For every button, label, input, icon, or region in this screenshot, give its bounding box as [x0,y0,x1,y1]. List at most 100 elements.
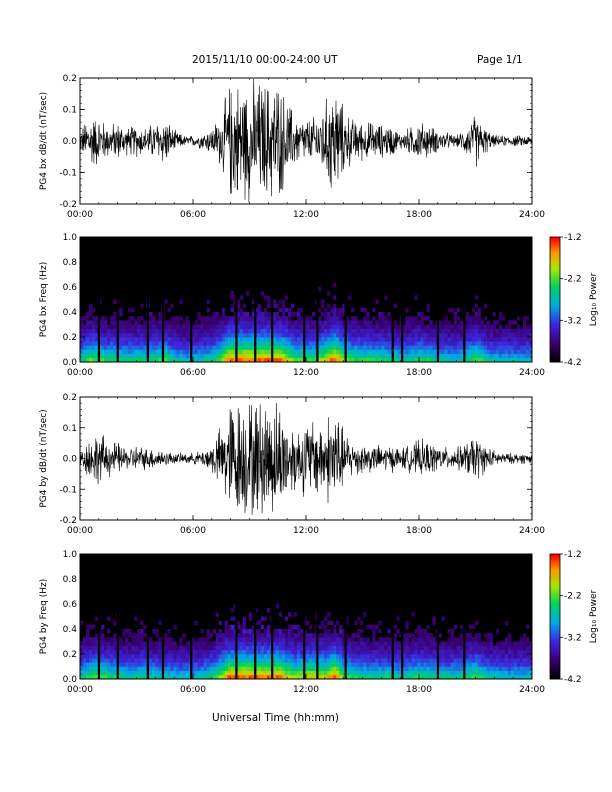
spectrogram-cell [366,641,370,646]
x-tick-label: 06:00 [180,368,206,378]
spectrogram-cell [441,666,445,671]
spectrogram-cell [396,357,400,363]
spectrogram-cell [459,624,463,630]
spectrogram-cell [185,641,189,646]
spectrogram-cell [477,312,482,317]
spectrogram-cell [474,341,479,346]
spectrogram-cell [152,645,156,651]
spectrogram-cell [309,328,313,334]
spectrogram-cell [254,649,259,655]
spectrogram-cell [324,616,328,621]
spectrogram-cell [152,674,156,680]
spectrogram-cell [423,337,427,342]
spectrogram-cell [173,349,177,354]
spectrogram-cell [242,357,247,363]
spectrogram-cell [107,324,111,329]
spectrogram-cell [468,633,473,638]
spectrogram-cell [131,637,135,642]
spectrogram-cell [134,662,138,667]
spectrogram-cell [321,658,325,663]
spectrogram-cell [318,649,322,655]
spectrogram-cell [215,674,219,680]
spectrogram-cell [528,654,533,659]
spectrogram-cell [128,633,132,638]
spectrogram-cell [110,316,114,321]
spectrogram-cell [375,645,379,651]
spectrogram-cell [212,641,216,646]
spectrogram-cell [357,341,361,346]
spectrogram-cell [206,654,210,659]
spectrogram-cell [384,345,388,350]
spectrogram-cell [86,666,90,671]
spectrogram-cell [251,629,256,634]
spectrogram-cell [119,662,123,667]
spectrogram-cell [227,649,231,655]
spectrogram-cell [420,654,424,659]
spectrogram-cell [519,662,524,667]
spectrogram-cell [525,345,530,350]
spectrogram-cell [408,324,412,329]
spectrogram-cell [185,674,189,680]
spectrogram-cell [185,328,189,334]
spectrogram-cell [465,637,470,642]
spectrogram-cell [312,674,316,680]
spectrogram-cell [257,662,262,667]
spectrogram-cell [393,337,397,342]
spectrogram-cell [155,670,159,676]
spectrogram-cell [381,645,385,651]
spectrogram-cell [257,641,262,646]
spectrogram-cell [459,357,463,363]
spectrogram-cell [194,654,198,659]
spectrogram-cell [170,328,174,334]
spectrogram-cell [119,670,123,676]
spectrogram-cell [441,645,445,651]
spectrogram-cell [318,654,322,659]
spectrogram-cell [375,337,379,342]
spectrogram-cell [110,357,114,363]
spectrogram-cell [140,654,144,659]
spectrogram-cell [318,633,322,638]
spectrogram-cell [245,629,250,634]
spectrogram-cell [414,295,418,300]
spectrogram-cell [86,629,90,634]
spectrogram-cell [206,629,210,634]
spectrogram-cell [140,324,144,329]
spectrogram-cell [354,654,358,659]
spectrogram-cell [492,658,497,663]
spectrogram-cell [155,662,159,667]
spectrogram-cell [321,332,325,338]
spectrogram-cell [372,345,376,350]
spectrogram-cell [194,332,198,338]
spectrogram-cell [417,312,421,317]
spectrogram-cell [224,624,228,630]
spectrogram-cell [86,633,90,638]
colorbar-band [550,572,560,576]
spectrogram-cell [369,662,373,667]
spectrogram-cell [378,620,382,626]
spectrogram-cell [197,641,201,646]
colorbar-band [550,268,560,271]
spectrogram-cell [366,658,370,663]
spectrogram-cell [423,349,427,354]
spectrogram-cell [432,337,436,342]
spectrogram-cell [321,349,325,354]
spectrogram-cell [345,620,349,626]
spectrogram-cell [128,357,132,363]
data-gap-line [116,554,119,679]
spectrogram-cell [345,324,349,329]
spectrogram-cell [471,357,476,363]
spectrogram-cell [218,641,222,646]
spectrogram-cell [336,312,340,317]
spectrogram-cell [263,324,268,329]
spectrogram-cell [453,320,457,325]
spectrogram-cell [432,658,436,663]
spectrogram-cell [417,345,421,350]
spectrogram-cell [131,662,135,667]
spectrogram-cell [92,328,96,334]
spectrogram-cell [221,662,225,667]
spectrogram-cell [263,645,268,651]
spectrogram-cell [477,674,482,680]
spectrogram-cell [504,357,509,363]
spectrogram-cell [327,345,331,350]
spectrogram-cell [200,662,204,667]
